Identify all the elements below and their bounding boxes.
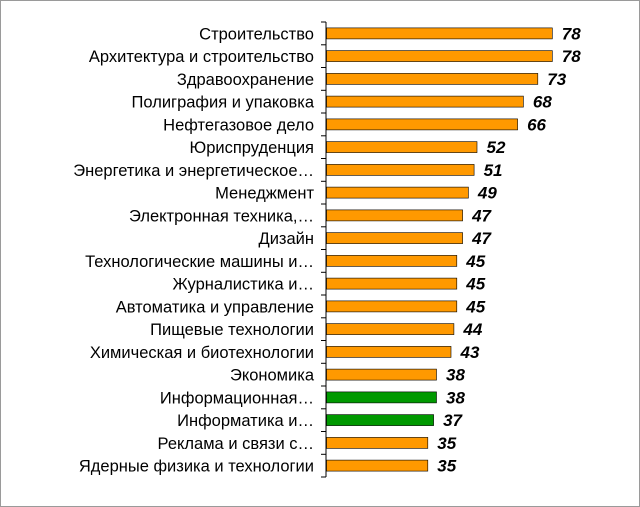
data-label: 66 bbox=[527, 115, 546, 134]
bar-9 bbox=[326, 209, 463, 222]
bar-11 bbox=[326, 255, 458, 267]
data-label: 45 bbox=[465, 252, 485, 271]
data-label: 45 bbox=[465, 297, 485, 316]
category-label: Информатика и… bbox=[177, 412, 314, 430]
data-label: 51 bbox=[484, 161, 503, 180]
category-label: Химическая и биотехнологии bbox=[90, 344, 314, 362]
data-label: 37 bbox=[443, 411, 463, 430]
category-label: Здравоохранение bbox=[177, 71, 314, 89]
data-label: 35 bbox=[437, 434, 456, 453]
category-label: Автоматика и управление bbox=[116, 298, 314, 316]
data-label: 35 bbox=[437, 457, 456, 476]
category-label: Пищевые технологии bbox=[150, 321, 314, 339]
category-label: Ядерные физика и технологии bbox=[79, 458, 314, 476]
category-label: Электронная техника,… bbox=[129, 207, 314, 225]
bar-4 bbox=[326, 95, 524, 108]
category-label: Юриспруденция bbox=[190, 139, 314, 157]
bar-7 bbox=[326, 164, 475, 176]
bar-8 bbox=[326, 186, 469, 199]
bar-2 bbox=[326, 50, 553, 62]
data-label: 47 bbox=[471, 229, 492, 248]
category-label: Энергетика и энергетическое… bbox=[73, 162, 314, 180]
bar-18 bbox=[326, 414, 434, 426]
bar-15 bbox=[326, 346, 452, 358]
data-label: 52 bbox=[487, 138, 506, 157]
bar-12 bbox=[326, 277, 458, 290]
data-label: 49 bbox=[477, 184, 497, 203]
bar-1 bbox=[326, 27, 553, 40]
data-label: 68 bbox=[533, 93, 552, 112]
category-label: Полиграфия и упаковка bbox=[132, 94, 315, 112]
category-label: Экономика bbox=[230, 367, 315, 385]
data-label: 43 bbox=[460, 343, 480, 362]
bar-17 bbox=[326, 391, 437, 404]
data-label: 47 bbox=[471, 206, 492, 225]
data-label: 78 bbox=[562, 47, 581, 66]
bar-10 bbox=[326, 232, 463, 244]
bar-16 bbox=[326, 368, 437, 381]
data-label: 38 bbox=[446, 366, 465, 385]
bar-14 bbox=[326, 323, 455, 335]
category-label: Информационная… bbox=[160, 389, 314, 407]
bar-6 bbox=[326, 141, 478, 153]
data-label: 38 bbox=[446, 388, 465, 407]
category-label: Журналистика и… bbox=[172, 276, 314, 294]
data-label: 45 bbox=[465, 275, 485, 294]
category-label: Архитектура и строительство bbox=[89, 48, 314, 66]
category-label: Дизайн bbox=[259, 230, 314, 248]
data-label: 44 bbox=[462, 320, 482, 339]
category-label: Реклама и связи с… bbox=[158, 435, 314, 453]
bar-13 bbox=[326, 300, 458, 313]
bar-19 bbox=[326, 437, 429, 449]
category-label: Технологические машины и… bbox=[85, 253, 314, 271]
bar-20 bbox=[326, 459, 429, 472]
category-label: Нефтегазовое дело bbox=[163, 116, 314, 134]
category-label: Менеджмент bbox=[215, 185, 314, 203]
bar-5 bbox=[326, 118, 518, 131]
data-label: 73 bbox=[547, 70, 566, 89]
category-label: Строительство bbox=[199, 25, 314, 43]
data-label: 78 bbox=[562, 24, 581, 43]
bar-3 bbox=[326, 73, 539, 85]
